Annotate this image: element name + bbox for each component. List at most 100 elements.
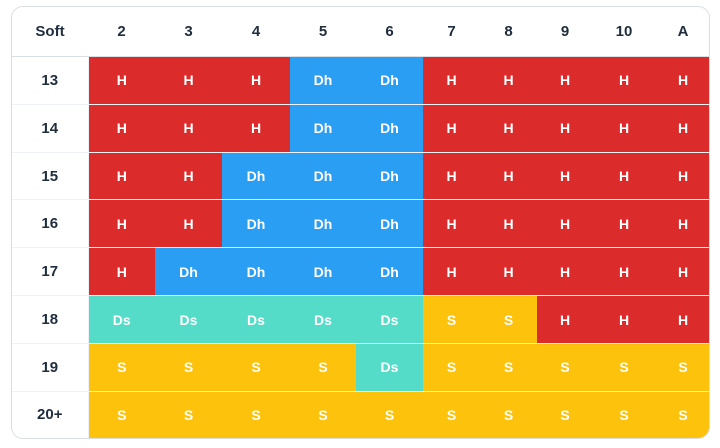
action-cell: H (423, 56, 480, 105)
action-cell: Ds (356, 343, 423, 392)
action-cell: H (155, 152, 222, 201)
action-cell: H (537, 56, 593, 105)
player-hand-label: 13 (12, 56, 89, 105)
action-cell: Ds (155, 295, 222, 344)
action-cell: S (423, 343, 480, 392)
action-cell: S (593, 391, 655, 438)
action-cell: H (155, 199, 222, 249)
action-cell: H (593, 152, 655, 201)
action-cell: H (480, 56, 537, 105)
table-row: 17 H Dh Dh Dh Dh H H H H H (12, 247, 709, 297)
action-cell: S (88, 391, 155, 438)
action-cell: H (537, 295, 593, 344)
table-row: 15 H H Dh Dh Dh H H H H H (12, 152, 709, 201)
action-cell: H (88, 199, 155, 249)
action-cell: S (423, 391, 480, 438)
player-hand-label: 20+ (12, 391, 89, 438)
action-cell: H (88, 104, 155, 153)
table-row: 18 Ds Ds Ds Ds Ds S S H H H (12, 295, 709, 344)
action-cell: H (537, 152, 593, 201)
action-cell: Ds (356, 295, 423, 344)
action-cell: Dh (290, 247, 356, 297)
action-cell: Dh (222, 247, 290, 297)
action-cell: H (593, 295, 655, 344)
action-cell: S (222, 343, 290, 392)
action-cell: S (537, 391, 593, 438)
table-row: 16 H H Dh Dh Dh H H H H H (12, 199, 709, 249)
action-cell: S (356, 391, 423, 438)
action-cell: H (88, 247, 155, 297)
action-cell: Dh (290, 199, 356, 249)
action-cell: Ds (222, 295, 290, 344)
action-cell: H (480, 104, 537, 153)
action-cell: S (537, 343, 593, 392)
table-row: 19 S S S S Ds S S S S S (12, 343, 709, 392)
action-cell: H (88, 152, 155, 201)
action-cell: S (155, 343, 222, 392)
dealer-card-header: A (655, 7, 709, 57)
action-cell: H (655, 152, 709, 201)
action-cell: Ds (290, 295, 356, 344)
action-cell: S (222, 391, 290, 438)
header-corner-label: Soft (12, 7, 88, 57)
action-cell: H (593, 199, 655, 249)
dealer-card-header: 2 (88, 7, 155, 57)
player-hand-label: 19 (12, 343, 89, 392)
action-cell: H (655, 104, 709, 153)
dealer-card-header: 4 (222, 7, 290, 57)
player-hand-label: 17 (12, 247, 89, 297)
dealer-card-header: 7 (423, 7, 480, 57)
table-row: 14 H H H Dh Dh H H H H H (12, 104, 709, 153)
action-cell: H (655, 56, 709, 105)
action-cell: S (423, 295, 480, 344)
action-cell: S (290, 391, 356, 438)
action-cell: S (88, 343, 155, 392)
action-cell: S (480, 295, 537, 344)
action-cell: H (155, 56, 222, 105)
action-cell: H (222, 56, 290, 105)
action-cell: S (290, 343, 356, 392)
table-row: 13 H H H Dh Dh H H H H H (12, 56, 709, 105)
player-hand-label: 18 (12, 295, 89, 344)
action-cell: Dh (356, 56, 423, 105)
header-row: Soft 2 3 4 5 6 7 8 9 10 A (12, 7, 709, 57)
action-cell: S (655, 391, 709, 438)
dealer-card-header: 5 (290, 7, 356, 57)
player-hand-label: 16 (12, 199, 89, 249)
action-cell: H (222, 104, 290, 153)
action-cell: Dh (356, 199, 423, 249)
action-cell: Dh (222, 199, 290, 249)
action-cell: Dh (290, 152, 356, 201)
action-cell: H (537, 199, 593, 249)
action-cell: H (537, 247, 593, 297)
action-cell: S (593, 343, 655, 392)
action-cell: H (655, 247, 709, 297)
table-row: 20+ S S S S S S S S S S (12, 391, 709, 438)
table-body: 13 H H H Dh Dh H H H H H 14 H H H Dh Dh H H H H H 15 H H Dh Dh Dh H H… (12, 56, 709, 438)
action-cell: H (480, 199, 537, 249)
player-hand-label: 15 (12, 152, 89, 201)
action-cell: S (655, 343, 709, 392)
action-cell: S (480, 343, 537, 392)
action-cell: Dh (155, 247, 222, 297)
soft-hands-strategy-table: Soft 2 3 4 5 6 7 8 9 10 A 13 H H H Dh Dh H H H H H… (12, 7, 709, 438)
action-cell: H (155, 104, 222, 153)
action-cell: H (655, 199, 709, 249)
player-hand-label: 14 (12, 104, 89, 153)
dealer-card-header: 10 (593, 7, 655, 57)
dealer-card-header: 9 (537, 7, 593, 57)
strategy-table-card: Soft 2 3 4 5 6 7 8 9 10 A 13 H H H Dh Dh H H H H H… (11, 6, 710, 439)
action-cell: Dh (356, 104, 423, 153)
dealer-card-header: 8 (480, 7, 537, 57)
action-cell: H (593, 56, 655, 105)
action-cell: H (593, 104, 655, 153)
action-cell: H (655, 295, 709, 344)
action-cell: Dh (290, 56, 356, 105)
action-cell: H (480, 247, 537, 297)
action-cell: H (537, 104, 593, 153)
action-cell: H (423, 199, 480, 249)
action-cell: Dh (356, 247, 423, 297)
action-cell: H (593, 247, 655, 297)
action-cell: H (423, 152, 480, 201)
action-cell: H (88, 56, 155, 105)
